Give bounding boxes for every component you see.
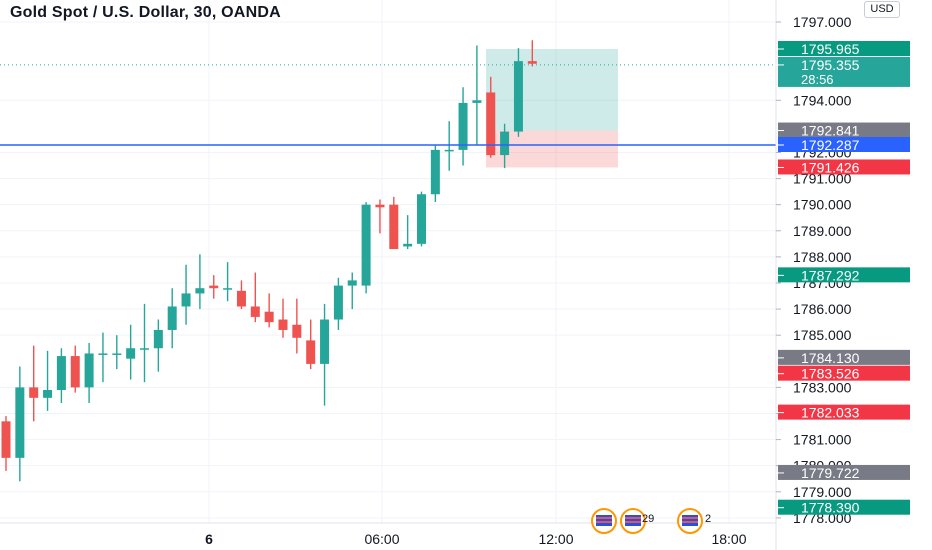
price-tick-label: 1794.000 [793, 92, 852, 108]
candle-body[interactable] [209, 285, 219, 289]
flag-stripe [596, 517, 612, 519]
candle-body[interactable] [264, 311, 274, 323]
price-tag[interactable] [778, 499, 910, 515]
candle-body[interactable] [472, 100, 482, 103]
flag-icon [682, 515, 698, 526]
price-tag[interactable] [778, 136, 910, 152]
candle-body[interactable] [306, 340, 316, 364]
candle-body[interactable] [500, 131, 510, 156]
candle-body[interactable] [29, 387, 39, 398]
event-count-label: 29 [642, 513, 654, 525]
profit-zone[interactable] [486, 49, 618, 131]
price-tag[interactable] [778, 159, 910, 175]
price-tag[interactable] [778, 41, 910, 56]
time-tick-label: 12:00 [538, 531, 573, 547]
flag-stripe [625, 517, 641, 519]
candle-body[interactable] [292, 324, 302, 338]
price-tag-label: 1792.841 [801, 123, 860, 139]
candle-body[interactable] [513, 61, 523, 132]
candle-body[interactable] [320, 319, 330, 364]
price-tag-label: 1778.390 [801, 500, 860, 516]
price-tag-label: 1783.526 [801, 366, 860, 382]
candle-body[interactable] [236, 290, 246, 307]
chart-title: Gold Spot / U.S. Dollar, 30, OANDA [10, 4, 281, 21]
price-tick-label: 1786.000 [793, 301, 852, 317]
price-tag-label: 1792.287 [801, 137, 860, 153]
candle-body[interactable] [167, 306, 177, 330]
candle-body[interactable] [403, 243, 413, 247]
candle-body[interactable] [444, 149, 454, 152]
price-tag[interactable] [778, 365, 910, 381]
price-tick-label: 1785.000 [793, 327, 852, 343]
candle-body[interactable] [458, 102, 468, 150]
candle-body[interactable] [527, 61, 537, 64]
price-tag[interactable] [778, 122, 910, 138]
price-tag-label: 1795.355 [801, 57, 860, 73]
event-count-label: 2 [705, 513, 711, 525]
price-tag[interactable] [778, 464, 910, 480]
candle-body[interactable] [112, 353, 122, 355]
price-tick-label: 1779.000 [793, 484, 852, 500]
flag-icon [596, 515, 612, 526]
candle-body[interactable] [223, 288, 233, 290]
time-tick-label: 18:00 [711, 531, 746, 547]
candle-body[interactable] [250, 306, 260, 317]
time-tick-label: 6 [205, 531, 213, 547]
flag-stripe [682, 517, 698, 519]
price-tag[interactable] [778, 56, 910, 87]
price-tag-label: 1795.965 [801, 41, 860, 57]
price-tag-label: 1791.426 [801, 159, 860, 175]
candle-body[interactable] [98, 353, 108, 355]
flag-stripe [682, 521, 698, 523]
candle-body[interactable] [140, 348, 149, 350]
candle-body[interactable] [56, 356, 66, 390]
candle-body[interactable] [278, 319, 288, 330]
candle-body[interactable] [375, 204, 385, 208]
time-tick-label: 06:00 [364, 531, 399, 547]
currency-button[interactable]: USD [864, 1, 900, 18]
candle-body[interactable] [181, 293, 191, 307]
price-tick-label: 1781.000 [793, 432, 852, 448]
candle-body[interactable] [43, 389, 53, 398]
countdown-label: 28:56 [801, 72, 834, 87]
price-tag-label: 1787.292 [801, 267, 860, 283]
price-tag-label: 1782.033 [801, 405, 860, 421]
flag-stripe [625, 521, 641, 523]
candle-body[interactable] [389, 204, 399, 250]
candle-body[interactable] [70, 356, 80, 388]
candle-body[interactable] [15, 387, 25, 458]
candle-body[interactable] [84, 353, 94, 388]
price-tick-label: 1791.000 [793, 171, 852, 187]
price-tag-label: 1784.130 [801, 350, 860, 366]
candle-body[interactable] [195, 288, 205, 294]
price-tag[interactable] [778, 349, 910, 365]
candle-body[interactable] [417, 194, 426, 244]
price-tick-label: 1788.000 [793, 249, 852, 265]
price-tick-label: 1783.000 [793, 379, 852, 395]
flag-icon [625, 515, 641, 526]
price-tag[interactable] [778, 404, 910, 420]
price-tick-label: 1789.000 [793, 223, 852, 239]
price-tick-label: 1790.000 [793, 197, 852, 213]
candle-body[interactable] [153, 329, 163, 349]
candle-body[interactable] [126, 348, 136, 359]
candle-body[interactable] [1, 421, 11, 458]
candle-body[interactable] [430, 149, 440, 195]
candle-body[interactable] [347, 280, 357, 286]
flag-stripe [596, 521, 612, 523]
price-tag[interactable] [778, 267, 910, 283]
price-tick-label: 1797.000 [793, 14, 852, 30]
candle-body[interactable] [333, 285, 343, 320]
price-tag-label: 1779.722 [801, 465, 860, 481]
candle-body[interactable] [361, 204, 371, 286]
candle-body[interactable] [486, 92, 496, 156]
